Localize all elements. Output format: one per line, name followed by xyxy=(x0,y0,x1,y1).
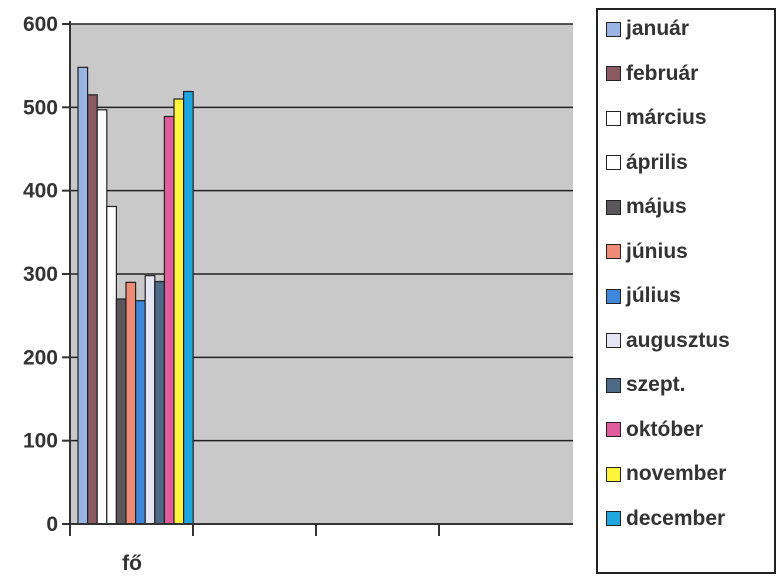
legend-item: május xyxy=(606,194,687,220)
bar xyxy=(144,275,156,525)
legend-swatch xyxy=(606,288,621,304)
y-tick-label: 300 xyxy=(23,263,58,286)
bar xyxy=(106,205,118,525)
bar xyxy=(86,94,98,525)
bar xyxy=(183,90,194,525)
bar xyxy=(96,109,108,525)
legend-swatch xyxy=(606,21,621,37)
y-tick-label: 400 xyxy=(23,180,58,203)
legend-label: július xyxy=(626,284,681,307)
legend-label: január xyxy=(626,17,690,40)
y-tick-label: 200 xyxy=(23,346,58,369)
legend-swatch xyxy=(606,199,621,215)
legend-label: május xyxy=(626,195,687,218)
legend-item: június xyxy=(606,239,688,265)
chart-plot: 0 100 200 300 400 500 600 fő xyxy=(23,13,573,575)
legend-label: október xyxy=(626,417,704,441)
legend-swatch xyxy=(606,244,621,259)
y-tick-label: 600 xyxy=(23,13,58,36)
legend-item: október xyxy=(606,417,703,443)
bar xyxy=(163,115,175,525)
legend-swatch xyxy=(606,110,621,126)
legend-label: november xyxy=(626,462,727,485)
legend-label: április xyxy=(626,150,688,174)
y-tick-label: 100 xyxy=(23,430,58,453)
legend-label: szept. xyxy=(626,373,686,396)
legend-item: március xyxy=(606,105,707,131)
legend-item: szept. xyxy=(606,372,686,398)
chart-legend: január február március április május június jú… xyxy=(596,8,776,574)
bar xyxy=(173,98,185,525)
legend-label: december xyxy=(626,506,726,530)
legend-label: március xyxy=(626,106,707,129)
legend-swatch xyxy=(606,377,621,393)
category-label: fő xyxy=(122,552,142,575)
y-tick-label: 500 xyxy=(23,96,58,119)
legend-swatch xyxy=(606,333,621,348)
legend-label: augusztus xyxy=(626,328,730,352)
bar xyxy=(115,298,127,525)
legend-item: december xyxy=(606,506,725,532)
legend-item: február xyxy=(606,61,698,87)
legend-label: február xyxy=(626,61,699,85)
legend-item: augusztus xyxy=(606,328,730,354)
legend-item: november xyxy=(606,461,726,487)
legend-swatch xyxy=(606,466,621,482)
bar xyxy=(154,280,166,525)
legend-item: január xyxy=(606,16,689,42)
legend-swatch xyxy=(606,155,621,170)
bar xyxy=(77,66,89,525)
bar xyxy=(135,300,146,525)
legend-swatch xyxy=(606,66,621,81)
bar xyxy=(125,281,137,525)
legend-swatch xyxy=(606,511,621,526)
legend-item: július xyxy=(606,283,681,309)
legend-label: június xyxy=(626,239,688,263)
y-tick-label: 0 xyxy=(46,513,58,536)
legend-swatch xyxy=(606,422,621,437)
legend-item: április xyxy=(606,150,688,176)
